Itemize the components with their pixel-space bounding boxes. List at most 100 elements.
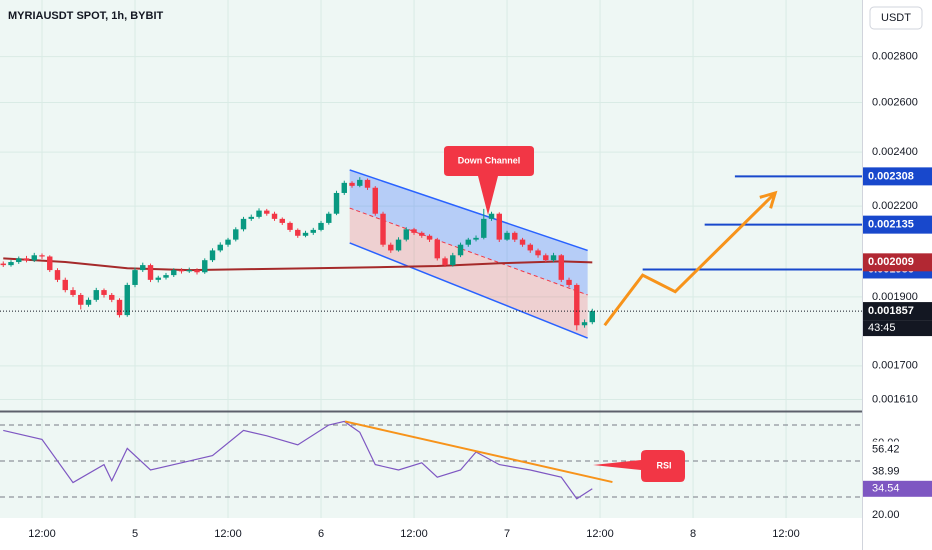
countdown-bg xyxy=(863,320,932,337)
candle-body xyxy=(589,311,595,323)
y-tick-label: 0.001900 xyxy=(872,291,918,303)
rsi-line xyxy=(3,420,593,500)
candle-body xyxy=(512,232,518,240)
candle-body xyxy=(287,222,293,230)
level-price-tag-bg xyxy=(863,167,932,186)
candle-body xyxy=(31,255,37,261)
candle-body xyxy=(279,218,285,223)
candle-body xyxy=(419,232,425,236)
x-tick-label: 12:00 xyxy=(400,528,428,540)
x-tick-label: 12:00 xyxy=(586,528,614,540)
rsi-side-label-bg xyxy=(863,463,932,480)
candle-body xyxy=(16,258,22,263)
currency-label[interactable]: USDT xyxy=(881,12,911,24)
moving-average xyxy=(3,257,593,272)
ma-price-tag-bg xyxy=(863,253,932,272)
callout-shape xyxy=(593,450,685,482)
candle-body xyxy=(519,239,526,245)
level-price-tag: 0.002308 xyxy=(868,170,914,182)
level-price-tag: 0.002135 xyxy=(868,219,914,231)
candle-body xyxy=(380,213,386,245)
candle-body xyxy=(147,265,154,280)
rsi-value-tag: 34.54 xyxy=(872,483,900,495)
plot-layer xyxy=(0,0,862,518)
candle-body xyxy=(302,232,309,236)
candle-body xyxy=(178,270,185,272)
x-tick-label: 7 xyxy=(504,528,510,540)
channel-lower xyxy=(349,242,588,339)
candle-body xyxy=(465,239,471,245)
candle-body xyxy=(171,270,177,276)
candle-body xyxy=(403,229,409,240)
candle-body xyxy=(264,210,270,214)
candle-body xyxy=(318,222,324,230)
down-channel-callout: Down Channel xyxy=(444,146,534,215)
candle-body xyxy=(186,270,192,272)
candle-body xyxy=(39,255,45,257)
candle-body xyxy=(54,270,61,280)
currency-button[interactable] xyxy=(869,6,923,30)
candle-body xyxy=(202,260,208,273)
channel-upper-fill xyxy=(349,169,588,295)
x-tick-label: 5 xyxy=(132,528,138,540)
y-tick-label: 0.001610 xyxy=(872,393,918,405)
candle-body xyxy=(442,258,448,266)
candle-body xyxy=(217,244,223,251)
callout-shape xyxy=(444,146,534,215)
callout-text: RSI xyxy=(656,460,671,470)
candle-body xyxy=(411,229,417,233)
channel-lower-fill xyxy=(349,208,588,339)
channel-upper xyxy=(349,169,588,252)
candle-body xyxy=(372,187,378,214)
x-tick-label: 12:00 xyxy=(214,528,242,540)
candle-body xyxy=(109,294,115,300)
candle-body xyxy=(574,284,580,326)
candle-body xyxy=(8,262,14,266)
candle-body xyxy=(256,210,262,217)
level-price-tag-bg xyxy=(863,215,932,234)
projection-arrowhead xyxy=(759,190,778,209)
ma-price-tag: 0.002009 xyxy=(868,256,914,268)
candle-body xyxy=(140,265,146,271)
candle-body xyxy=(581,322,588,326)
candle-body xyxy=(426,235,433,240)
candle-body xyxy=(434,239,440,259)
candle-body xyxy=(23,258,30,261)
y-tick-label: 0.001700 xyxy=(872,360,918,372)
candle-body xyxy=(132,270,138,285)
x-tick-label: 8 xyxy=(690,528,696,540)
y-tick-label: 0.002200 xyxy=(872,200,918,212)
rsi-callout: RSI xyxy=(593,450,685,482)
candle-body xyxy=(550,255,557,261)
candle-body xyxy=(62,279,68,291)
candle-body xyxy=(457,244,464,256)
candle-body xyxy=(155,277,161,280)
rsi-side-label: 38.99 xyxy=(872,466,900,478)
candle-body xyxy=(116,299,123,316)
x-tick-label: 12:00 xyxy=(772,528,800,540)
candle-body xyxy=(566,279,572,285)
candle-body xyxy=(310,229,316,233)
channel-middle xyxy=(349,207,588,296)
y-tick-label: 0.002400 xyxy=(872,146,918,158)
candle-body xyxy=(101,290,107,295)
current-price-tag: 0.001857 xyxy=(868,305,914,317)
candle-body xyxy=(85,299,92,305)
candle-body xyxy=(504,232,510,240)
x-tick-label: 12:00 xyxy=(28,528,56,540)
candle-body xyxy=(163,275,169,278)
rsi-side-label: 56.42 xyxy=(872,443,900,455)
candle-body xyxy=(70,290,76,295)
candle-body xyxy=(295,229,301,236)
candle-body xyxy=(271,213,278,219)
candle-body xyxy=(124,284,130,316)
candle-body xyxy=(558,255,564,280)
rsi-side-label-bg xyxy=(863,441,932,458)
rsi-trendline xyxy=(344,420,613,484)
candle-body xyxy=(93,290,99,300)
candle-body xyxy=(535,250,541,256)
candle-body xyxy=(450,255,456,266)
candle-body xyxy=(395,239,402,251)
